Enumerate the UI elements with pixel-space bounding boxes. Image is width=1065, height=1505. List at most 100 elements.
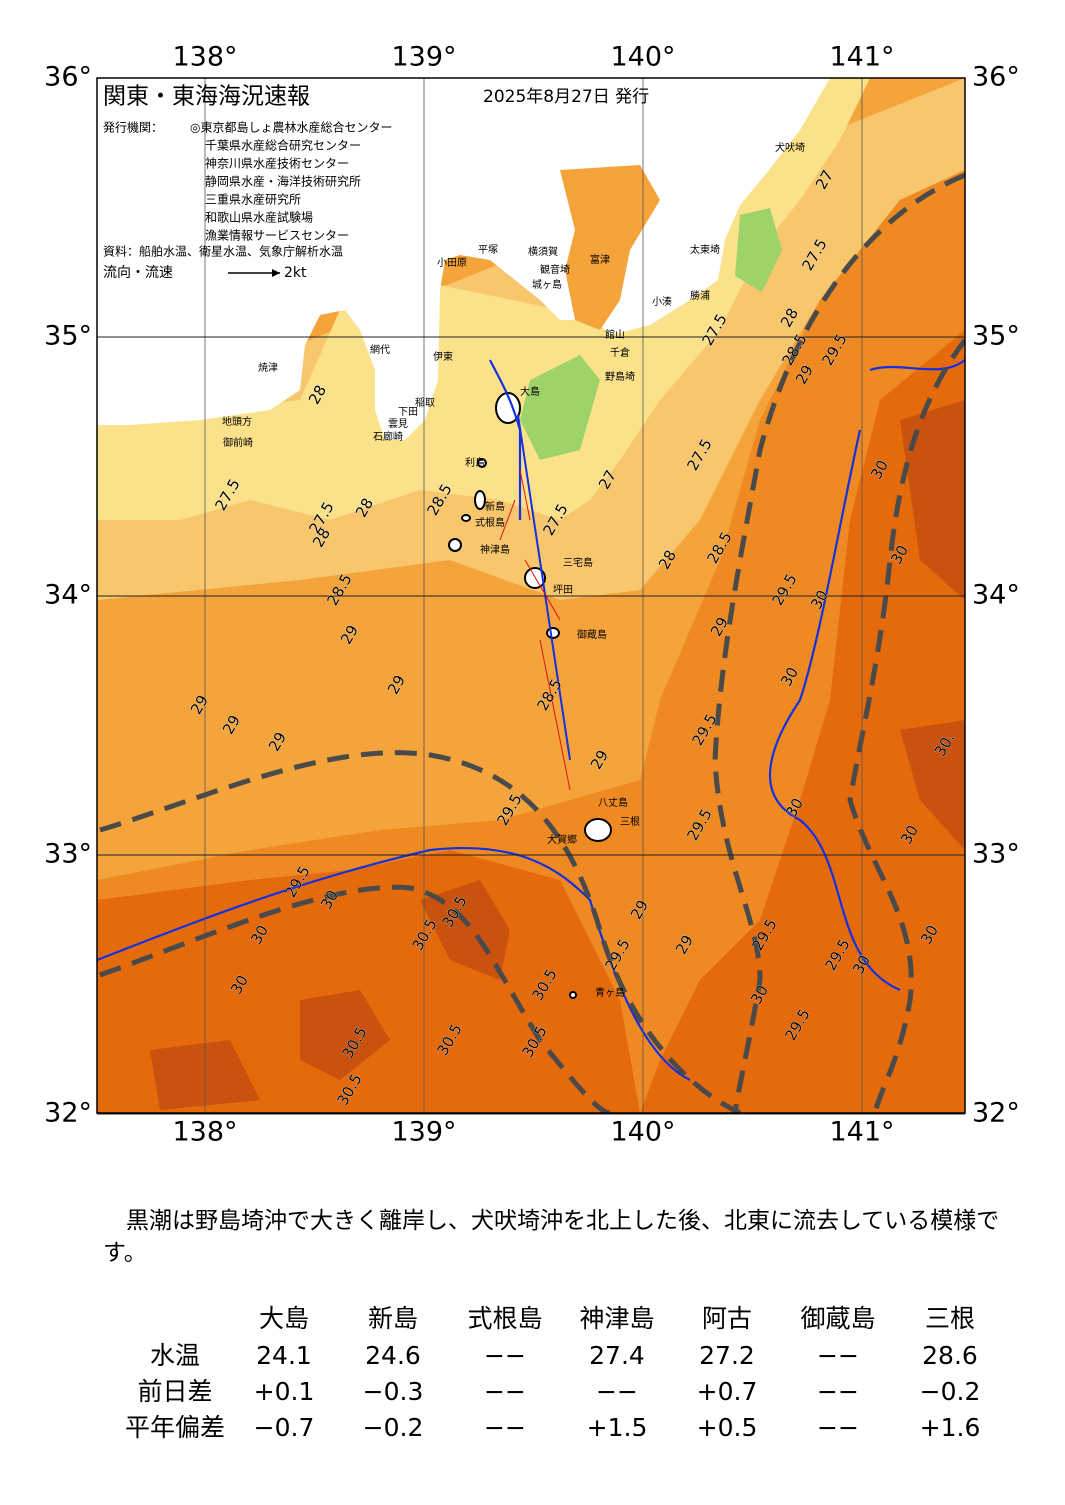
row-label: 前日差 <box>137 1377 212 1406</box>
table-cell: 28.6 <box>922 1341 978 1370</box>
lat-label-right: 35° <box>972 321 1020 352</box>
lon-label-bottom: 139° <box>391 1117 456 1148</box>
table-cell: −− <box>484 1413 526 1442</box>
place-name: 雲見 <box>388 418 408 430</box>
place-name: 石廊崎 <box>373 430 403 443</box>
place-name: 平塚 <box>478 244 498 256</box>
issue-date: 2025年8月27日 発行 <box>483 87 649 107</box>
place-name: 青ヶ島 <box>595 986 625 999</box>
table-cell: −− <box>817 1413 859 1442</box>
lat-label-left: 34° <box>44 580 92 611</box>
place-name: 千倉 <box>610 346 630 359</box>
place-name: 犬吠埼 <box>775 141 805 154</box>
table-cell: −0.7 <box>254 1413 315 1442</box>
table-cell: −0.3 <box>363 1377 424 1406</box>
place-name: 館山 <box>605 328 625 341</box>
summary-text: 黒潮は野島埼沖で大きく離岸し、犬吠埼沖を北上した後、北東に流去している模様です。 <box>103 1208 1000 1266</box>
row-label: 水温 <box>150 1341 200 1370</box>
place-name: 坪田 <box>553 583 573 596</box>
table-cell: +0.5 <box>697 1413 758 1442</box>
place-name: 式根島 <box>475 516 505 529</box>
lon-label-top: 139° <box>391 42 456 73</box>
issuer: 三重県水産研究所 <box>205 192 301 207</box>
place-name: 勝浦 <box>690 289 710 302</box>
issuer: ◎東京都島しょ農林水産総合センター <box>190 120 392 135</box>
place-name: 横須賀 <box>528 245 558 258</box>
table-cell: +1.6 <box>920 1413 981 1442</box>
table-cell: −0.2 <box>363 1413 424 1442</box>
place-name: 利島 <box>465 456 485 469</box>
scale-arrowhead <box>272 269 280 277</box>
issuer: 和歌山県水産試験場 <box>205 210 313 225</box>
table-cell: 24.1 <box>256 1341 312 1370</box>
place-name: 地頭方 <box>222 415 252 428</box>
labels: 138° 138° 139° 139° 140° 140° 141° 141° 36° 36° 35… <box>44 42 1020 1148</box>
place-name: 下田 <box>398 407 418 418</box>
lat-label-left: 32° <box>44 1098 92 1129</box>
issuer: 千葉県水産総合研究センター <box>205 138 361 153</box>
table-cell: −0.2 <box>920 1377 981 1406</box>
lon-label-bottom: 140° <box>610 1117 675 1148</box>
lat-label-right: 32° <box>972 1098 1020 1129</box>
current-label: 流向・流速 <box>103 265 173 281</box>
place-name: 神津島 <box>480 543 510 556</box>
table-cell: +0.7 <box>697 1377 758 1406</box>
issuer: 漁業情報サービスセンター <box>205 229 349 243</box>
table-header: 御蔵島 <box>800 1304 875 1333</box>
sources: 資料：船舶水温、衛星水温、気象庁解析水温 <box>103 244 343 259</box>
current-scale: 2kt <box>284 265 307 281</box>
place-name: 観音埼 <box>540 263 570 276</box>
row-label: 平年偏差 <box>125 1413 225 1442</box>
lon-label-bottom: 141° <box>829 1117 894 1148</box>
table-cell: 27.2 <box>699 1341 755 1370</box>
lat-label-right: 33° <box>972 839 1020 870</box>
table-cell: −− <box>596 1377 638 1406</box>
table-header: 式根島 <box>467 1304 542 1333</box>
map-frame <box>96 77 966 1114</box>
place-name: 三宅島 <box>563 556 593 569</box>
place-name: 新島 <box>485 500 505 513</box>
table-cell: −− <box>484 1377 526 1406</box>
table-cell: −− <box>817 1341 859 1370</box>
issuer-label: 発行機関： <box>103 120 163 135</box>
table-cell: −− <box>484 1341 526 1370</box>
place-name: 大賀郷 <box>547 833 577 846</box>
place-name: 城ヶ島 <box>532 278 562 291</box>
place-name: 三根 <box>620 815 640 828</box>
lat-label-left: 35° <box>44 321 92 352</box>
table-cell: 24.6 <box>365 1341 421 1370</box>
place-name: 八丈島 <box>598 796 628 809</box>
map-title: 関東・東海海況速報 <box>103 84 310 110</box>
place-name: 網代 <box>370 343 390 356</box>
place-name: 御蔵島 <box>577 628 607 641</box>
lon-label-bottom: 138° <box>172 1117 237 1148</box>
place-name: 御前崎 <box>223 436 253 449</box>
table-cell: +0.1 <box>254 1377 315 1406</box>
table-cell: +1.5 <box>587 1413 648 1442</box>
lon-label-top: 138° <box>172 42 237 73</box>
place-name: 太東埼 <box>690 243 720 256</box>
table-header: 大島 <box>259 1304 309 1333</box>
table-cell: 27.4 <box>589 1341 645 1370</box>
table-header: 神津島 <box>579 1304 654 1333</box>
lon-label-top: 140° <box>610 42 675 73</box>
lon-label-top: 141° <box>829 42 894 73</box>
lat-label-right: 36° <box>972 62 1020 93</box>
place-name: 伊東 <box>433 350 453 363</box>
place-name: 小湊 <box>652 295 672 308</box>
lat-label-left: 33° <box>44 839 92 870</box>
map: 関東・東海海況速報 2025年8月27日 発行 発行機関： 資料：船舶水温、衛星… <box>44 42 1020 1148</box>
place-name: 富津 <box>590 253 610 266</box>
contour-label: 28.5 <box>323 571 355 609</box>
issuer: 静岡県水産・海洋技術研究所 <box>205 174 361 189</box>
place-name: 小田原 <box>437 257 467 269</box>
table-header: 新島 <box>368 1304 418 1333</box>
issuer: 神奈川県水産技術センター <box>205 156 349 171</box>
lat-label-right: 34° <box>972 580 1020 611</box>
table-cell: −− <box>817 1377 859 1406</box>
place-name: 野島埼 <box>605 370 635 383</box>
place-name: 大島 <box>520 385 540 398</box>
table-header: 阿古 <box>702 1304 752 1333</box>
